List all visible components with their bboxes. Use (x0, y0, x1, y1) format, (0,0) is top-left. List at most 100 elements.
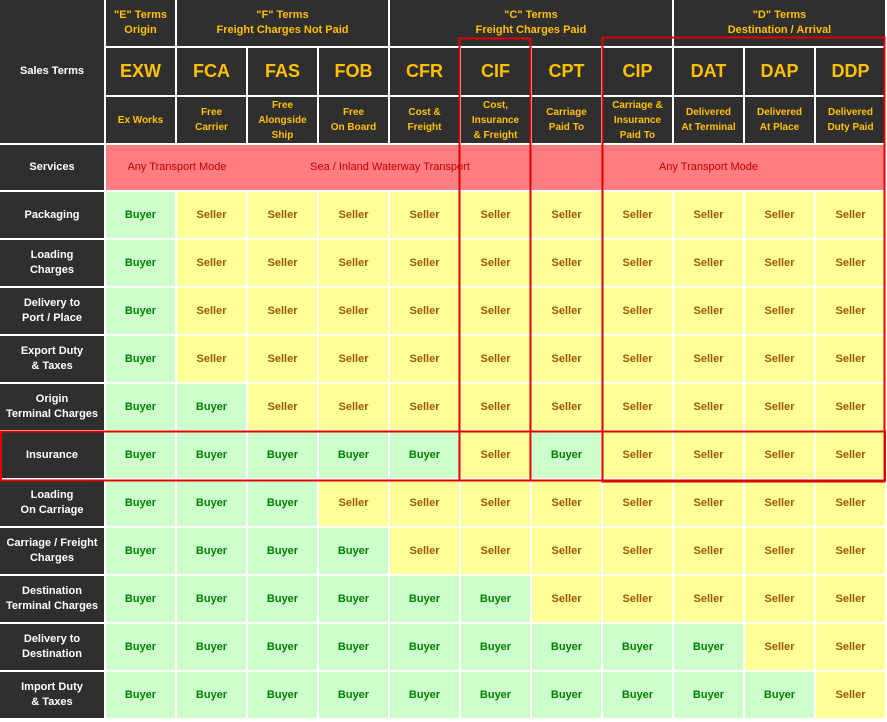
term-code: FOB (319, 48, 388, 95)
responsibility-cell: Seller (816, 240, 885, 286)
responsibility-cell: Seller (390, 384, 459, 430)
group-title: "F" Terms (256, 9, 309, 21)
responsibility-cell: Seller (461, 384, 530, 430)
term-name: Free Carrier (177, 97, 246, 143)
row-label: Insurance (0, 432, 104, 478)
responsibility-cell: Seller (390, 288, 459, 334)
responsibility-cell: Seller (745, 384, 814, 430)
row-label: Loading Charges (0, 240, 104, 286)
responsibility-cell: Seller (674, 480, 743, 526)
responsibility-cell: Buyer (177, 528, 246, 574)
responsibility-cell: Buyer (390, 432, 459, 478)
responsibility-cell: Seller (603, 576, 672, 622)
responsibility-cell: Seller (248, 240, 317, 286)
responsibility-cell: Seller (816, 288, 885, 334)
responsibility-cell: Buyer (674, 672, 743, 718)
responsibility-cell: Buyer (390, 672, 459, 718)
responsibility-cell: Buyer (106, 192, 175, 238)
responsibility-cell: Seller (248, 336, 317, 382)
responsibility-cell: Seller (603, 480, 672, 526)
responsibility-cell: Seller (390, 336, 459, 382)
responsibility-cell: Buyer (177, 624, 246, 670)
responsibility-cell: Buyer (106, 528, 175, 574)
responsibility-cell: Seller (603, 192, 672, 238)
responsibility-cell: Buyer (177, 432, 246, 478)
responsibility-cell: Seller (461, 432, 530, 478)
responsibility-cell: Seller (603, 336, 672, 382)
responsibility-cell: Seller (603, 288, 672, 334)
responsibility-cell: Seller (816, 576, 885, 622)
group-subtitle: Destination / Arrival (727, 24, 832, 36)
responsibility-cell: Seller (177, 192, 246, 238)
group-subtitle: Origin (124, 24, 157, 36)
responsibility-cell: Seller (319, 288, 388, 334)
responsibility-cell: Seller (816, 192, 885, 238)
responsibility-cell: Buyer (106, 672, 175, 718)
responsibility-cell: Buyer (106, 288, 175, 334)
term-name: Cost & Freight (390, 97, 459, 143)
term-name: Carriage Paid To (532, 97, 601, 143)
responsibility-cell: Seller (816, 480, 885, 526)
group-title: "E" Terms (113, 9, 168, 21)
term-name: Free Alongside Ship (248, 97, 317, 143)
responsibility-cell: Buyer (603, 672, 672, 718)
responsibility-cell: Buyer (248, 480, 317, 526)
responsibility-cell: Buyer (177, 480, 246, 526)
responsibility-cell: Buyer (248, 528, 317, 574)
responsibility-cell: Seller (390, 192, 459, 238)
responsibility-cell: Seller (532, 480, 601, 526)
responsibility-cell: Seller (816, 528, 885, 574)
responsibility-cell: Buyer (106, 432, 175, 478)
responsibility-cell: Seller (816, 432, 885, 478)
responsibility-cell: Buyer (319, 432, 388, 478)
responsibility-cell: Seller (674, 576, 743, 622)
responsibility-cell: Buyer (177, 672, 246, 718)
responsibility-cell: Seller (177, 336, 246, 382)
row-label: Export Duty & Taxes (0, 336, 104, 382)
service-mode: Sea / Inland Waterway Transport (248, 145, 532, 190)
responsibility-cell: Seller (532, 240, 601, 286)
term-code: DAT (674, 48, 743, 95)
responsibility-cell: Buyer (248, 624, 317, 670)
responsibility-cell: Seller (745, 624, 814, 670)
responsibility-cell: Seller (461, 480, 530, 526)
group-header: "C" Terms Freight Charges Paid (390, 0, 672, 46)
responsibility-cell: Seller (248, 288, 317, 334)
responsibility-cell: Buyer (390, 576, 459, 622)
responsibility-cell: Seller (603, 384, 672, 430)
term-code: DAP (745, 48, 814, 95)
group-subtitle: Freight Charges Paid (475, 24, 587, 36)
responsibility-cell: Seller (816, 336, 885, 382)
responsibility-cell: Buyer (461, 576, 530, 622)
responsibility-cell: Seller (674, 288, 743, 334)
responsibility-cell: Buyer (106, 384, 175, 430)
term-code: CIP (603, 48, 672, 95)
group-header: "E" Terms Origin (106, 0, 175, 46)
responsibility-cell: Buyer (461, 672, 530, 718)
term-name: Cost, Insurance & Freight (461, 97, 530, 143)
responsibility-cell: Buyer (319, 672, 388, 718)
responsibility-cell: Buyer (177, 576, 246, 622)
responsibility-cell: Seller (532, 192, 601, 238)
responsibility-cell: Seller (319, 240, 388, 286)
responsibility-cell: Seller (532, 528, 601, 574)
responsibility-cell: Seller (745, 240, 814, 286)
responsibility-cell: Buyer (745, 672, 814, 718)
group-subtitle: Freight Charges Not Paid (216, 24, 349, 36)
responsibility-cell: Seller (674, 528, 743, 574)
responsibility-cell: Seller (532, 288, 601, 334)
responsibility-cell: Seller (461, 288, 530, 334)
responsibility-cell: Seller (816, 384, 885, 430)
row-label: Loading On Carriage (0, 480, 104, 526)
responsibility-cell: Seller (390, 240, 459, 286)
term-code: CPT (532, 48, 601, 95)
responsibility-cell: Buyer (106, 480, 175, 526)
group-title: "D" Terms (752, 9, 807, 21)
responsibility-cell: Seller (177, 288, 246, 334)
responsibility-cell: Seller (745, 432, 814, 478)
responsibility-cell: Seller (319, 336, 388, 382)
responsibility-cell: Seller (248, 192, 317, 238)
responsibility-cell: Seller (390, 480, 459, 526)
service-mode: Any Transport Mode (106, 145, 248, 190)
responsibility-cell: Seller (177, 240, 246, 286)
